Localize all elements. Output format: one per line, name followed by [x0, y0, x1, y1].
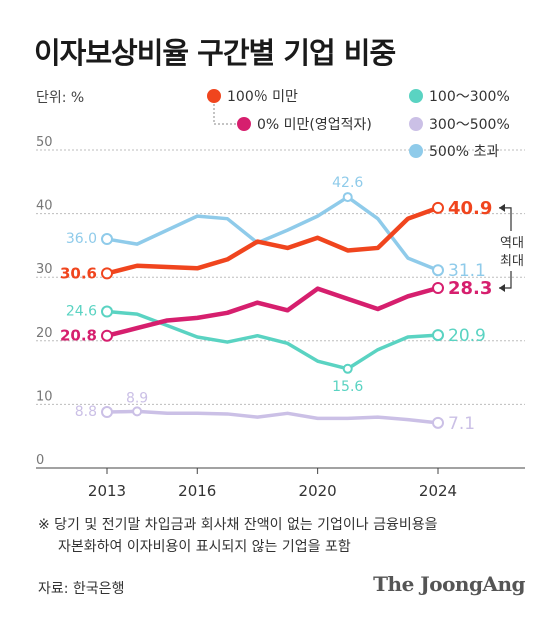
legend-label-1: 0% 미만(영업적자) [257, 117, 372, 133]
end-value-label-3: 7.1 [448, 414, 475, 434]
annotation-bg [500, 231, 524, 271]
legend-label-4: 500% 초과 [429, 144, 499, 160]
start-value-label-4: 36.0 [66, 231, 97, 247]
x-tick-label-2020: 2020 [299, 482, 337, 500]
end-value-label-0: 40.9 [448, 198, 492, 219]
x-tick-label-2024: 2024 [419, 482, 457, 500]
legend-label-3: 300～500% [429, 117, 510, 133]
annotation-arrow-bottom [499, 284, 505, 293]
legend-label-2: 100～300% [429, 89, 510, 105]
series-line-0 [104, 205, 441, 276]
x-tick-label-2016: 2016 [178, 482, 216, 500]
legend-marker-1 [237, 117, 251, 131]
end-value-label-2: 20.9 [448, 326, 486, 346]
unit-label: 단위: % [36, 90, 84, 106]
legend-marker-2 [409, 89, 423, 103]
value-label-300-500-2014: 8.9 [126, 390, 148, 406]
series-line-1 [104, 285, 441, 338]
series-point-2-11 [432, 329, 444, 342]
y-tick-label-10: 10 [36, 389, 53, 404]
y-tick-label-30: 30 [36, 262, 53, 277]
end-value-label-1: 28.3 [448, 278, 492, 299]
start-value-label-3: 8.8 [75, 404, 97, 420]
legend-marker-3 [409, 117, 423, 131]
series-point-1-11 [432, 282, 444, 295]
annotation-arrow-top [499, 203, 505, 212]
chart-title: 이자보상비율 구간별 기업 비중 [34, 36, 396, 70]
min-value-label-100-300: 15.6 [332, 379, 363, 395]
start-value-label-2: 24.6 [66, 304, 97, 320]
series-line-3 [105, 409, 440, 425]
start-value-label-0: 30.6 [60, 264, 97, 282]
series-point-2-0 [101, 305, 113, 318]
annotation-label-line-2: 최대 [500, 254, 524, 269]
start-value-label-1: 20.8 [60, 327, 97, 345]
legend-marker-4 [409, 144, 423, 158]
brand-logo: The JoongAng [373, 572, 525, 596]
peak-point-500 [342, 192, 353, 203]
footnote-line-1: ※ 당기 및 전기말 차입금과 회사채 잔액이 없는 기업이나 금융비용을 [38, 517, 438, 533]
peak-value-label-500: 42.6 [332, 175, 363, 191]
x-tick-label-2013: 2013 [88, 482, 126, 500]
y-tick-label-20: 20 [36, 326, 53, 341]
series-line-2 [105, 309, 440, 371]
series-point-0-0 [101, 267, 113, 280]
series-line-4 [105, 195, 440, 272]
point-300-500-2014 [132, 406, 143, 417]
series-point-4-0 [101, 233, 113, 246]
series-point-4-11 [432, 264, 444, 277]
y-tick-label-50: 50 [36, 135, 53, 150]
y-tick-label-0: 0 [36, 453, 44, 468]
legend-marker-0 [207, 89, 221, 103]
series-point-1-0 [101, 329, 113, 342]
source-label: 자료: 한국은행 [38, 581, 125, 597]
annotation-label-line-1: 역대 [500, 236, 524, 251]
series-point-0-11 [432, 201, 444, 214]
legend-label-0: 100％ 미만 [227, 89, 298, 105]
series-point-3-0 [101, 406, 113, 419]
footnote: ※ 당기 및 전기말 차입금과 회사채 잔액이 없는 기업이나 금융비용을 자본… [38, 514, 438, 558]
series-point-3-11 [432, 416, 444, 429]
footnote-line-2: 자본화하여 이자비용이 표시되지 않는 기업을 포함 [58, 539, 351, 555]
end-value-label-4: 31.1 [448, 261, 486, 281]
legend-connector [213, 104, 237, 125]
min-point-100-300 [342, 363, 353, 374]
y-tick-label-40: 40 [36, 199, 53, 214]
